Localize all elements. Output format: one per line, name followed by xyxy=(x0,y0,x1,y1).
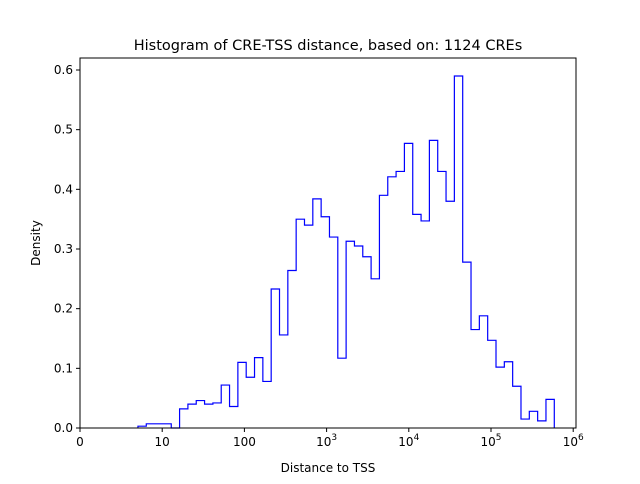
histogram-bin xyxy=(504,362,512,428)
histogram-bin xyxy=(321,217,329,428)
histogram-bin xyxy=(396,171,404,428)
histogram-bin xyxy=(230,407,238,428)
histogram-bin xyxy=(338,358,346,428)
x-tick-label: 100 xyxy=(233,435,256,449)
histogram-bin xyxy=(529,411,537,428)
histogram-bin xyxy=(421,221,429,428)
y-tick-label: 0.0 xyxy=(54,421,73,435)
histogram-bin xyxy=(479,316,487,428)
histogram-bin xyxy=(213,403,221,428)
histogram-bin xyxy=(496,367,504,428)
histogram-bin xyxy=(155,424,163,428)
histogram-bin xyxy=(371,279,379,428)
histogram-bin xyxy=(288,270,296,428)
histogram-bin xyxy=(280,335,288,428)
plot-frame xyxy=(79,57,577,429)
histogram-bin xyxy=(346,241,354,428)
histogram-bin xyxy=(180,409,188,428)
histogram-bin xyxy=(379,195,387,428)
histogram-bin xyxy=(163,424,171,428)
histogram-bin xyxy=(354,246,362,428)
histogram-bin xyxy=(255,358,263,428)
histogram-bin xyxy=(488,340,496,428)
histogram-bin xyxy=(404,143,412,428)
histogram-bin xyxy=(238,362,246,428)
y-tick-label: 0.4 xyxy=(54,182,73,196)
y-tick-label: 0.3 xyxy=(54,242,73,256)
histogram-bin xyxy=(454,76,462,428)
histogram-bin xyxy=(388,177,396,428)
y-tick-label: 0.6 xyxy=(54,63,73,77)
histogram-bin xyxy=(429,140,437,428)
histogram-bin xyxy=(521,419,529,428)
histogram-bin xyxy=(438,171,446,428)
histogram-bin xyxy=(146,424,154,428)
y-axis-label: Density xyxy=(29,220,43,266)
histogram-bin xyxy=(363,257,371,428)
x-tick-label: 105 xyxy=(480,433,501,449)
chart-title: Histogram of CRE-TSS distance, based on:… xyxy=(134,38,523,54)
histogram-bin xyxy=(304,225,312,428)
histogram-bin xyxy=(263,381,271,428)
histogram-bin xyxy=(296,219,304,428)
y-tick-label: 0.2 xyxy=(54,302,73,316)
histogram-step-line xyxy=(137,75,555,429)
x-tick-label: 104 xyxy=(398,433,419,449)
x-axis-label: Distance to TSS xyxy=(281,461,376,475)
histogram-bin xyxy=(271,289,279,428)
histogram-bin xyxy=(205,404,213,428)
histogram-bin xyxy=(546,399,554,428)
histogram-bin xyxy=(313,199,321,428)
histogram-bin xyxy=(246,377,254,428)
y-tick-label: 0.5 xyxy=(54,123,73,137)
histogram-bin xyxy=(471,330,479,428)
histogram-bin xyxy=(513,386,521,428)
histogram-bin xyxy=(463,262,471,428)
y-tick-label: 0.1 xyxy=(54,361,73,375)
x-tick-label: 103 xyxy=(316,433,337,449)
histogram-bin xyxy=(221,385,229,428)
histogram-bin xyxy=(196,401,204,428)
x-tick-label: 106 xyxy=(563,433,584,449)
histogram-bin xyxy=(188,404,196,428)
x-tick-label: 10 xyxy=(155,435,170,449)
histogram-bin xyxy=(446,201,454,428)
histogram-bin xyxy=(538,421,546,428)
histogram-bin xyxy=(329,237,337,428)
x-tick-label: 0 xyxy=(76,435,84,449)
histogram-bin xyxy=(413,214,421,428)
